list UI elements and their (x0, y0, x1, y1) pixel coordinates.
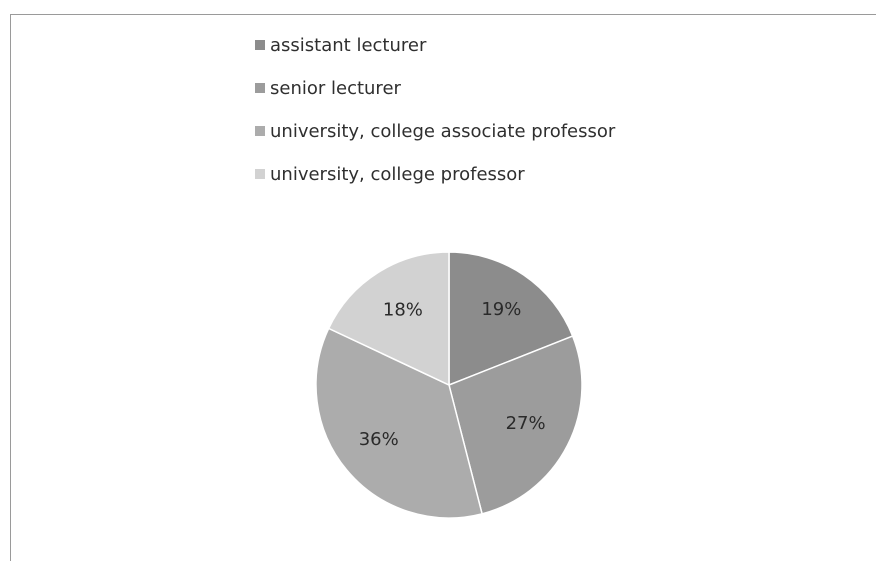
slice-data-label: 36% (359, 429, 399, 450)
legend-item-assistant-lecturer: assistant lecturer (255, 34, 615, 56)
pie-slice (448, 251, 574, 387)
legend-item-associate-professor: university, college associate professor (255, 120, 615, 142)
legend-item-professor: university, college professor (255, 163, 615, 185)
legend-item-senior-lecturer: senior lecturer (255, 77, 615, 99)
pie-slice (448, 335, 583, 515)
legend-label: university, college associate professor (270, 120, 616, 142)
legend-label: university, college professor (270, 163, 525, 185)
pie-slice (315, 327, 483, 519)
chart-legend: assistant lecturer senior lecturer unive… (255, 34, 615, 206)
slice-data-label: 19% (481, 299, 521, 320)
legend-swatch (255, 40, 265, 50)
slice-data-label: 18% (383, 299, 423, 320)
legend-label: senior lecturer (270, 77, 401, 99)
legend-label: assistant lecturer (270, 34, 427, 56)
pie-slice (327, 251, 450, 387)
legend-swatch (255, 169, 265, 179)
legend-swatch (255, 83, 265, 93)
legend-swatch (255, 126, 265, 136)
slice-data-label: 27% (506, 413, 546, 434)
